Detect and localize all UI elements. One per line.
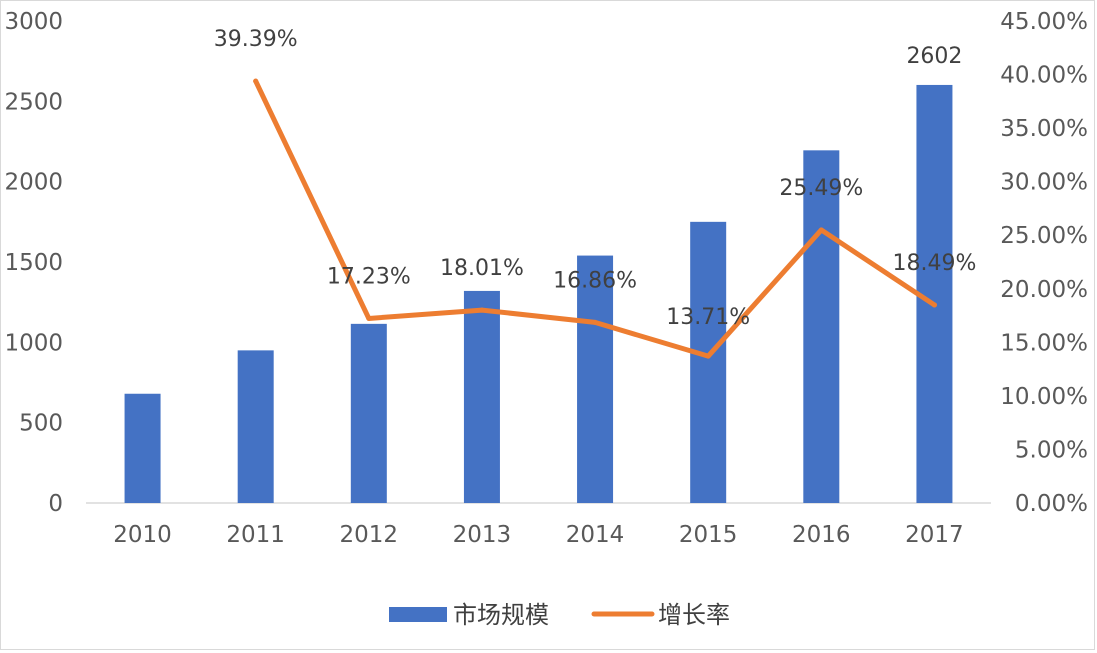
bar-series: [124, 84, 953, 504]
line-data-label: 17.23%: [327, 264, 411, 289]
x-tick-label: 2015: [679, 522, 738, 548]
line-data-label: 39.39%: [214, 27, 298, 52]
x-tick-label: 2010: [113, 522, 172, 548]
bar: [803, 150, 840, 503]
right-tick-label: 10.00%: [1000, 384, 1088, 410]
right-tick-label: 0.00%: [1015, 491, 1088, 517]
legend-swatch-bar: [389, 607, 447, 622]
left-tick-label: 3000: [4, 9, 63, 35]
line-point: [366, 315, 372, 321]
bar: [124, 393, 161, 503]
bar: [237, 350, 274, 503]
legend-label-line: 增长率: [658, 601, 730, 629]
left-tick-label: 2500: [4, 89, 63, 115]
x-tick-label: 2013: [453, 522, 512, 548]
line-data-labels: 39.39% 17.23% 18.01% 16.86% 13.71% 25.49% 18.4…: [214, 27, 977, 330]
line-data-label: 18.01%: [440, 256, 524, 281]
left-tick-label: 1000: [4, 330, 63, 356]
left-tick-label: 0: [48, 491, 63, 517]
left-tick-label: 2000: [4, 170, 63, 196]
line-data-label: 25.49%: [779, 176, 863, 201]
line-series: [253, 78, 937, 359]
right-tick-label: 15.00%: [1000, 330, 1088, 356]
x-tick-label: 2017: [905, 522, 964, 548]
bar: [350, 323, 387, 503]
right-tick-label: 25.00%: [1000, 223, 1088, 249]
right-tick-label: 35.00%: [1000, 116, 1088, 142]
line-point: [479, 307, 485, 313]
x-tick-label: 2011: [226, 522, 285, 548]
bar-data-labels: 2602: [906, 44, 962, 69]
bar: [690, 221, 727, 504]
line-point: [931, 302, 937, 308]
line-point: [592, 319, 598, 325]
bar: [916, 84, 953, 503]
x-tick-label: 2016: [792, 522, 851, 548]
bar: [577, 255, 614, 503]
right-tick-label: 5.00%: [1015, 437, 1088, 463]
right-axis-ticks: 0.00% 5.00% 10.00% 15.00% 20.00% 25.00% 30.00%…: [1000, 9, 1088, 517]
x-axis-ticks: 2010 2011 2012 2013 2014 2015 2016 2017: [113, 522, 963, 548]
left-axis-ticks: 0 500 1000 1500 2000 2500 3000: [4, 9, 63, 517]
left-tick-label: 500: [19, 411, 63, 437]
line-point: [818, 227, 824, 233]
right-tick-label: 45.00%: [1000, 9, 1088, 35]
right-tick-label: 30.00%: [1000, 170, 1088, 196]
x-tick-label: 2012: [340, 522, 399, 548]
line-point: [253, 78, 259, 84]
right-tick-label: 40.00%: [1000, 63, 1088, 89]
x-tick-label: 2014: [566, 522, 625, 548]
right-tick-label: 20.00%: [1000, 277, 1088, 303]
line-point: [705, 353, 711, 359]
line-data-label: 16.86%: [553, 268, 637, 293]
line-data-label: 18.49%: [892, 251, 976, 276]
bar: [463, 290, 500, 503]
line-data-label: 13.71%: [666, 305, 750, 330]
left-tick-label: 1500: [4, 250, 63, 276]
legend-label-bar: 市场规模: [453, 601, 549, 629]
legend: 市场规模 增长率: [389, 601, 730, 629]
bar-data-label: 2602: [906, 44, 962, 69]
